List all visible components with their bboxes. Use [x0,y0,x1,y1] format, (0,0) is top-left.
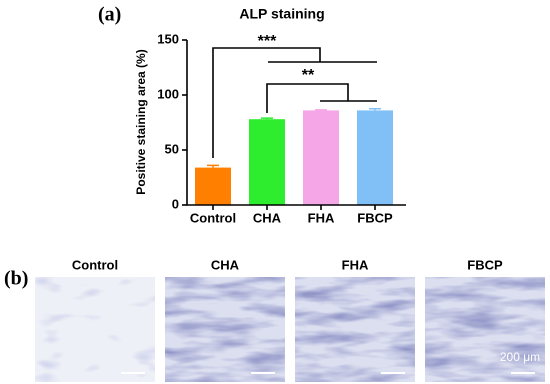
image-label: CHA [211,257,240,272]
bracket [212,47,321,158]
micrograph-texture [425,277,545,382]
significance: *** [258,33,277,50]
significance: ** [302,67,315,84]
bracket [266,83,349,113]
bar [195,167,231,205]
y-tick-label: 100 [157,86,179,101]
x-tick-label: CHA [253,210,282,225]
error-bar [207,164,219,168]
x-tick-label: FHA [308,210,335,225]
error-bar [261,117,273,120]
image-label: FHA [342,257,369,272]
x-tick-label: Control [190,210,236,225]
y-axis-label: Positive staining area (%) [134,49,148,194]
error-bar [369,108,381,111]
bar [357,110,393,205]
panel-label: (b) [4,268,28,290]
bar [249,119,285,205]
scale-bar-label: 200 μm [500,350,540,364]
image-label: FBCP [467,257,503,272]
micrograph-texture [165,277,285,382]
y-tick-label: 0 [172,196,179,211]
image-label: Control [72,257,118,272]
y-tick-label: 50 [165,141,179,156]
plot: 0 50 100 150 Control CHA FHA FBCP [157,31,406,225]
bar [303,110,339,205]
micrographs: Control CHA FHA FBCP 200 μm [35,257,545,382]
micrograph-texture [295,277,415,382]
panel-label: (a) [98,4,121,26]
y-tick-label: 150 [157,31,179,46]
chart-title: ALP staining [239,6,324,22]
micrograph-texture [35,277,155,382]
error-bar [315,109,327,111]
axes [186,40,406,206]
x-tick-label: FBCP [357,210,393,225]
